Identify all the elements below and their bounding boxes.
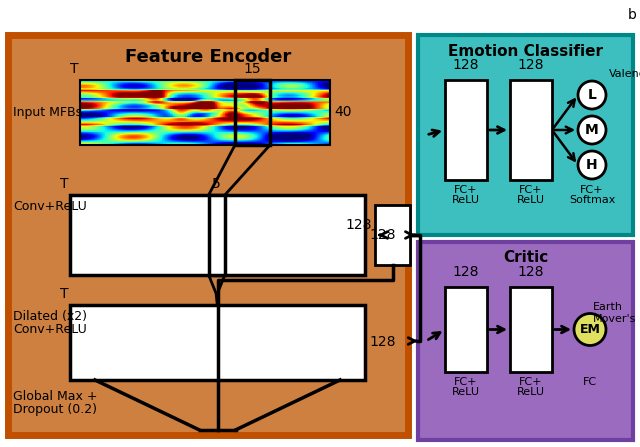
Text: FC+: FC+ <box>454 377 477 387</box>
Text: ReLU: ReLU <box>517 387 545 397</box>
Bar <box>70 305 365 380</box>
Text: H: H <box>586 158 598 172</box>
Text: 128: 128 <box>346 218 372 232</box>
Circle shape <box>578 151 606 179</box>
Bar <box>445 80 487 180</box>
Bar <box>235 80 270 145</box>
Text: ReLU: ReLU <box>517 195 545 205</box>
Bar <box>70 195 365 275</box>
Text: FC+: FC+ <box>580 185 604 195</box>
Bar <box>445 287 487 372</box>
Text: Feature Encoder: Feature Encoder <box>125 48 291 66</box>
Text: 40: 40 <box>334 105 351 119</box>
Text: Critic: Critic <box>503 250 548 266</box>
Text: 5: 5 <box>212 177 221 191</box>
Text: 128: 128 <box>452 58 479 72</box>
Text: Dropout (0.2): Dropout (0.2) <box>13 403 97 416</box>
Text: ReLU: ReLU <box>452 387 480 397</box>
Text: 128: 128 <box>369 336 396 350</box>
Text: 128: 128 <box>518 265 544 279</box>
Text: Conv+ReLU: Conv+ReLU <box>13 323 87 336</box>
Bar <box>418 35 633 235</box>
Text: T: T <box>60 287 68 301</box>
Text: b: b <box>628 8 637 22</box>
Bar <box>510 80 552 180</box>
Bar <box>8 35 408 435</box>
Bar <box>80 80 330 145</box>
Circle shape <box>578 116 606 144</box>
Text: T: T <box>70 62 78 76</box>
Bar <box>418 242 633 440</box>
Text: FC: FC <box>583 377 597 387</box>
Text: Conv+ReLU: Conv+ReLU <box>13 200 87 213</box>
Text: T: T <box>60 177 68 191</box>
Text: Global Max +: Global Max + <box>13 390 97 403</box>
Text: FC+: FC+ <box>519 185 543 195</box>
Circle shape <box>574 313 606 346</box>
Text: Emotion Classifier: Emotion Classifier <box>448 43 603 59</box>
Text: Earth: Earth <box>593 301 623 312</box>
Text: 15: 15 <box>244 62 261 76</box>
Bar <box>510 287 552 372</box>
Text: L: L <box>588 88 596 102</box>
Text: EM: EM <box>580 323 600 336</box>
Text: Dilated (x2): Dilated (x2) <box>13 310 87 323</box>
Text: ReLU: ReLU <box>452 195 480 205</box>
Text: FC+: FC+ <box>454 185 477 195</box>
Text: 128: 128 <box>452 265 479 279</box>
Circle shape <box>578 81 606 109</box>
Bar <box>375 205 410 265</box>
Text: 128: 128 <box>369 228 396 242</box>
Text: Mover's: Mover's <box>593 313 636 324</box>
Bar <box>209 195 225 275</box>
Text: Input MFBs: Input MFBs <box>13 106 82 119</box>
Text: Softmax: Softmax <box>569 195 615 205</box>
Text: 128: 128 <box>518 58 544 72</box>
Text: M: M <box>585 123 599 137</box>
Text: FC+: FC+ <box>519 377 543 387</box>
Text: Valence: Valence <box>609 69 640 79</box>
